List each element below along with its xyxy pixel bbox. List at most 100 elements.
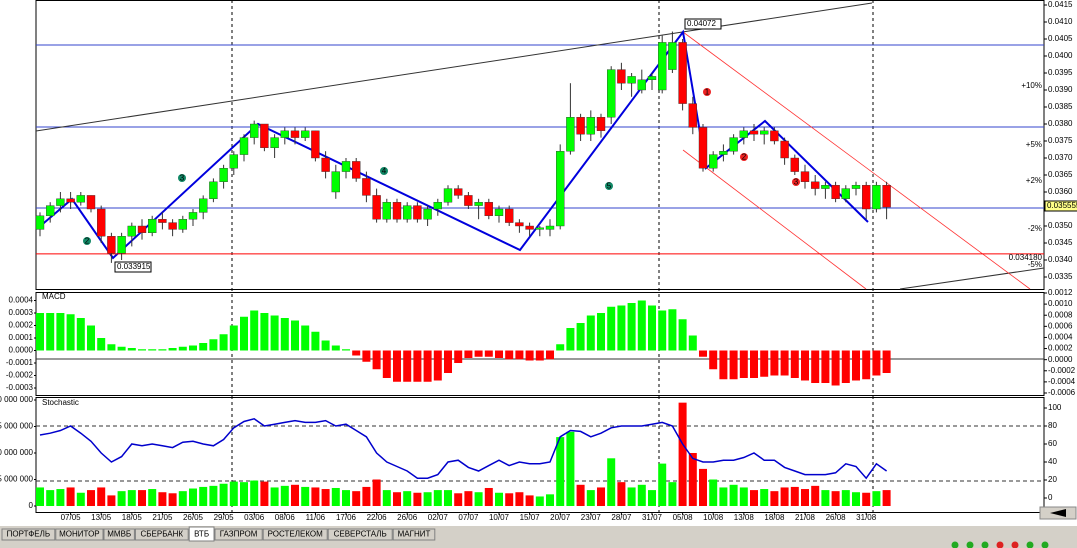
candle-body: [382, 201, 391, 220]
tab[interactable]: [392, 528, 436, 541]
volume-bar: [352, 491, 361, 506]
volume-bar: [372, 479, 381, 506]
volume-bar: [872, 491, 881, 506]
scroll-arrow: [1050, 509, 1066, 517]
macd-bar: [801, 350, 809, 381]
volume-bar: [229, 481, 238, 506]
y-tick-label: -0.0002: [6, 371, 34, 380]
macd-bar: [178, 346, 187, 351]
macd-bar: [250, 310, 259, 351]
macd-bar: [770, 350, 779, 376]
candle-body: [739, 130, 748, 138]
wave-label: 4: [382, 167, 387, 176]
volume-bar: [852, 492, 860, 506]
macd-bar: [750, 350, 758, 378]
x-tick-label: 11/06: [306, 513, 326, 522]
volume-bar: [668, 482, 677, 506]
trend-line: [35, 2, 873, 132]
tab-label[interactable]: СБЕРБАНК: [141, 530, 184, 539]
x-tick-label: 18/08: [764, 513, 785, 522]
y-tick-label: 0.0380: [1048, 119, 1073, 128]
tab[interactable]: [1, 528, 56, 541]
tab[interactable]: [327, 528, 393, 541]
volume-bar: [709, 479, 718, 506]
x-tick-label: 15/07: [520, 513, 541, 522]
volume-bar: [688, 453, 697, 506]
x-tick-label: 28/07: [611, 513, 632, 522]
macd-bar: [739, 350, 748, 378]
tab[interactable]: [262, 528, 328, 541]
macd-bar: [821, 350, 830, 383]
candle-body: [729, 137, 738, 152]
volume-bar: [495, 492, 503, 506]
volume-bar: [270, 487, 279, 506]
tab[interactable]: [188, 526, 215, 542]
macd-bar: [688, 335, 697, 351]
y-tick-label: 0.0002: [1048, 344, 1073, 353]
candle-body: [249, 123, 259, 138]
tab[interactable]: [55, 528, 104, 541]
volume-bar: [209, 485, 218, 506]
candle-body: [311, 130, 320, 159]
price-box-label: 0.033915: [117, 262, 151, 271]
volume-bar: [301, 486, 310, 506]
status-indicator: [966, 541, 974, 548]
candle-body: [280, 130, 289, 138]
macd-bar: [474, 350, 483, 357]
volume-bar: [546, 494, 554, 506]
macd-bar: [454, 350, 463, 363]
macd-bar: [76, 318, 85, 351]
tab-label[interactable]: РОСТЕЛЕКОМ: [268, 530, 323, 539]
tab[interactable]: [134, 528, 189, 541]
y-tick-label: 0.0415: [1048, 0, 1073, 9]
tab[interactable]: [103, 528, 135, 541]
candle-body: [392, 201, 402, 220]
x-tick-label: 07/05: [61, 513, 82, 522]
macd-bar: [811, 350, 820, 383]
macd-bar: [790, 350, 799, 378]
macd-bar: [505, 350, 514, 360]
background: [0, 0, 1077, 526]
volume-bar: [178, 491, 187, 506]
volume-bar: [311, 487, 320, 506]
y-tick-label: -0.0001: [6, 358, 34, 367]
y-tick-label: 15 000 000: [0, 422, 34, 431]
y-tick-label: 0.0390: [1048, 85, 1073, 94]
tab-label[interactable]: МАГНИТ: [398, 530, 431, 539]
x-tick-label: 29/05: [214, 513, 235, 522]
volume-bar: [291, 484, 299, 506]
volume-bar: [189, 488, 197, 506]
macd-bar: [637, 300, 646, 351]
volume-bar: [240, 482, 248, 506]
candle-body: [46, 205, 55, 217]
candle-body: [290, 130, 300, 138]
volume-bar: [729, 484, 738, 506]
tab-label[interactable]: МОНИТОР: [59, 530, 100, 539]
tab-label[interactable]: ВТБ: [194, 530, 209, 539]
y-tick-label: 0.0395: [1048, 68, 1073, 77]
tab-label[interactable]: СЕВЕРСТАЛЬ: [334, 530, 387, 539]
y-tick-label: 0.0345: [1048, 238, 1073, 247]
volume-bar: [607, 458, 616, 506]
macd-bar: [97, 338, 106, 351]
volume-bar: [107, 495, 116, 506]
macd-bar: [668, 309, 677, 351]
tab-label[interactable]: ПОРТФЕЛЬ: [7, 530, 51, 539]
macd-bar: [433, 350, 442, 381]
candle-body: [96, 208, 106, 237]
volume-bar: [750, 490, 758, 506]
y-tick-label: 0.0335: [1048, 272, 1073, 281]
volume-bar: [801, 489, 809, 506]
macd-bar: [148, 349, 157, 351]
y-tick-label: -0.0002: [1048, 366, 1076, 375]
candle-body: [831, 184, 840, 199]
tab-label[interactable]: ММВБ: [107, 530, 131, 539]
price-panel: [35, 0, 1045, 290]
macd-bar: [719, 350, 728, 380]
macd-bar: [270, 315, 279, 351]
macd-bar: [280, 318, 289, 351]
tab-label[interactable]: ГАЗПРОМ: [220, 530, 258, 539]
candle-body: [709, 154, 718, 169]
tab[interactable]: [214, 528, 263, 541]
